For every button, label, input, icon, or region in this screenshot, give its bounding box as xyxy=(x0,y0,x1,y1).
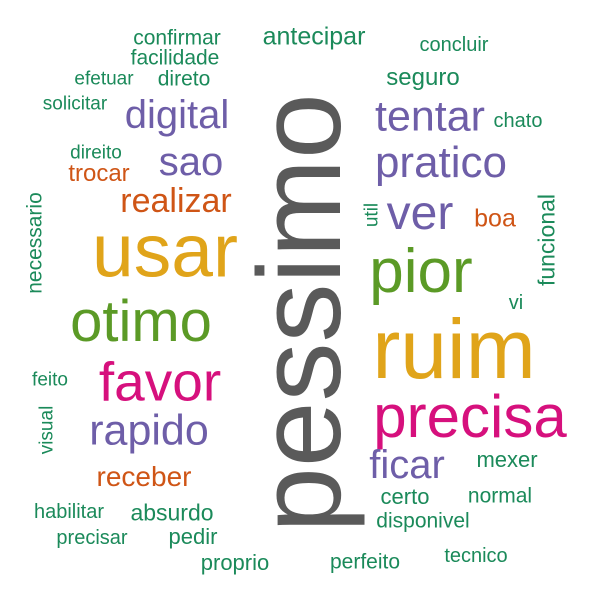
word-ficar: ficar xyxy=(369,443,445,487)
word-precisa: precisa xyxy=(373,383,567,450)
word-vi: vi xyxy=(508,292,524,314)
word-solicitar: solicitar xyxy=(42,93,108,115)
word-pior: pior xyxy=(369,237,473,306)
word-boa: boa xyxy=(474,204,516,233)
word-realizar: realizar xyxy=(120,182,232,220)
word-antecipar: antecipar xyxy=(262,22,366,51)
word-disponivel: disponivel xyxy=(376,509,470,533)
word-certo: certo xyxy=(380,484,430,509)
word-otimo: otimo xyxy=(70,289,212,354)
word-necessario: necessario xyxy=(23,192,47,294)
word-pessimo: pessimo xyxy=(234,93,366,533)
word-chato: chato xyxy=(493,110,543,132)
word-digital: digital xyxy=(124,93,230,137)
word-pratico: pratico xyxy=(374,138,508,187)
word-tecnico: tecnico xyxy=(444,545,508,567)
word-pedir: pedir xyxy=(168,524,218,549)
word-ruim: ruim xyxy=(372,302,536,396)
word-efetuar: efetuar xyxy=(74,68,134,90)
word-confirmar: confirmar xyxy=(133,26,221,50)
word-habilitar: habilitar xyxy=(33,501,105,523)
word-usar: usar xyxy=(92,208,238,293)
word-direito: direito xyxy=(70,142,122,164)
word-facilidade: facilidade xyxy=(130,46,220,70)
word-favor: favor xyxy=(98,350,222,413)
word-precisar: precisar xyxy=(56,527,128,549)
word-visual: visual xyxy=(36,405,58,455)
word-rapido: rapido xyxy=(89,406,209,455)
word-tentar: tentar xyxy=(375,92,485,141)
word-proprio: proprio xyxy=(200,550,270,575)
word-normal: normal xyxy=(467,484,533,508)
word-ver: ver xyxy=(386,187,454,240)
word-funcional: funcional xyxy=(533,193,560,287)
word-receber: receber xyxy=(96,461,192,492)
word-feito: feito xyxy=(32,369,68,391)
word-perfeito: perfeito xyxy=(329,550,401,574)
word-trocar: trocar xyxy=(68,160,130,187)
word-absurdo: absurdo xyxy=(130,499,214,526)
word-direto: direto xyxy=(157,67,211,91)
word-seguro: seguro xyxy=(386,64,460,91)
word-mexer: mexer xyxy=(476,447,538,472)
word-util: util xyxy=(361,202,383,228)
word-concluir: concluir xyxy=(419,34,489,56)
word-sao: sao xyxy=(158,140,224,184)
